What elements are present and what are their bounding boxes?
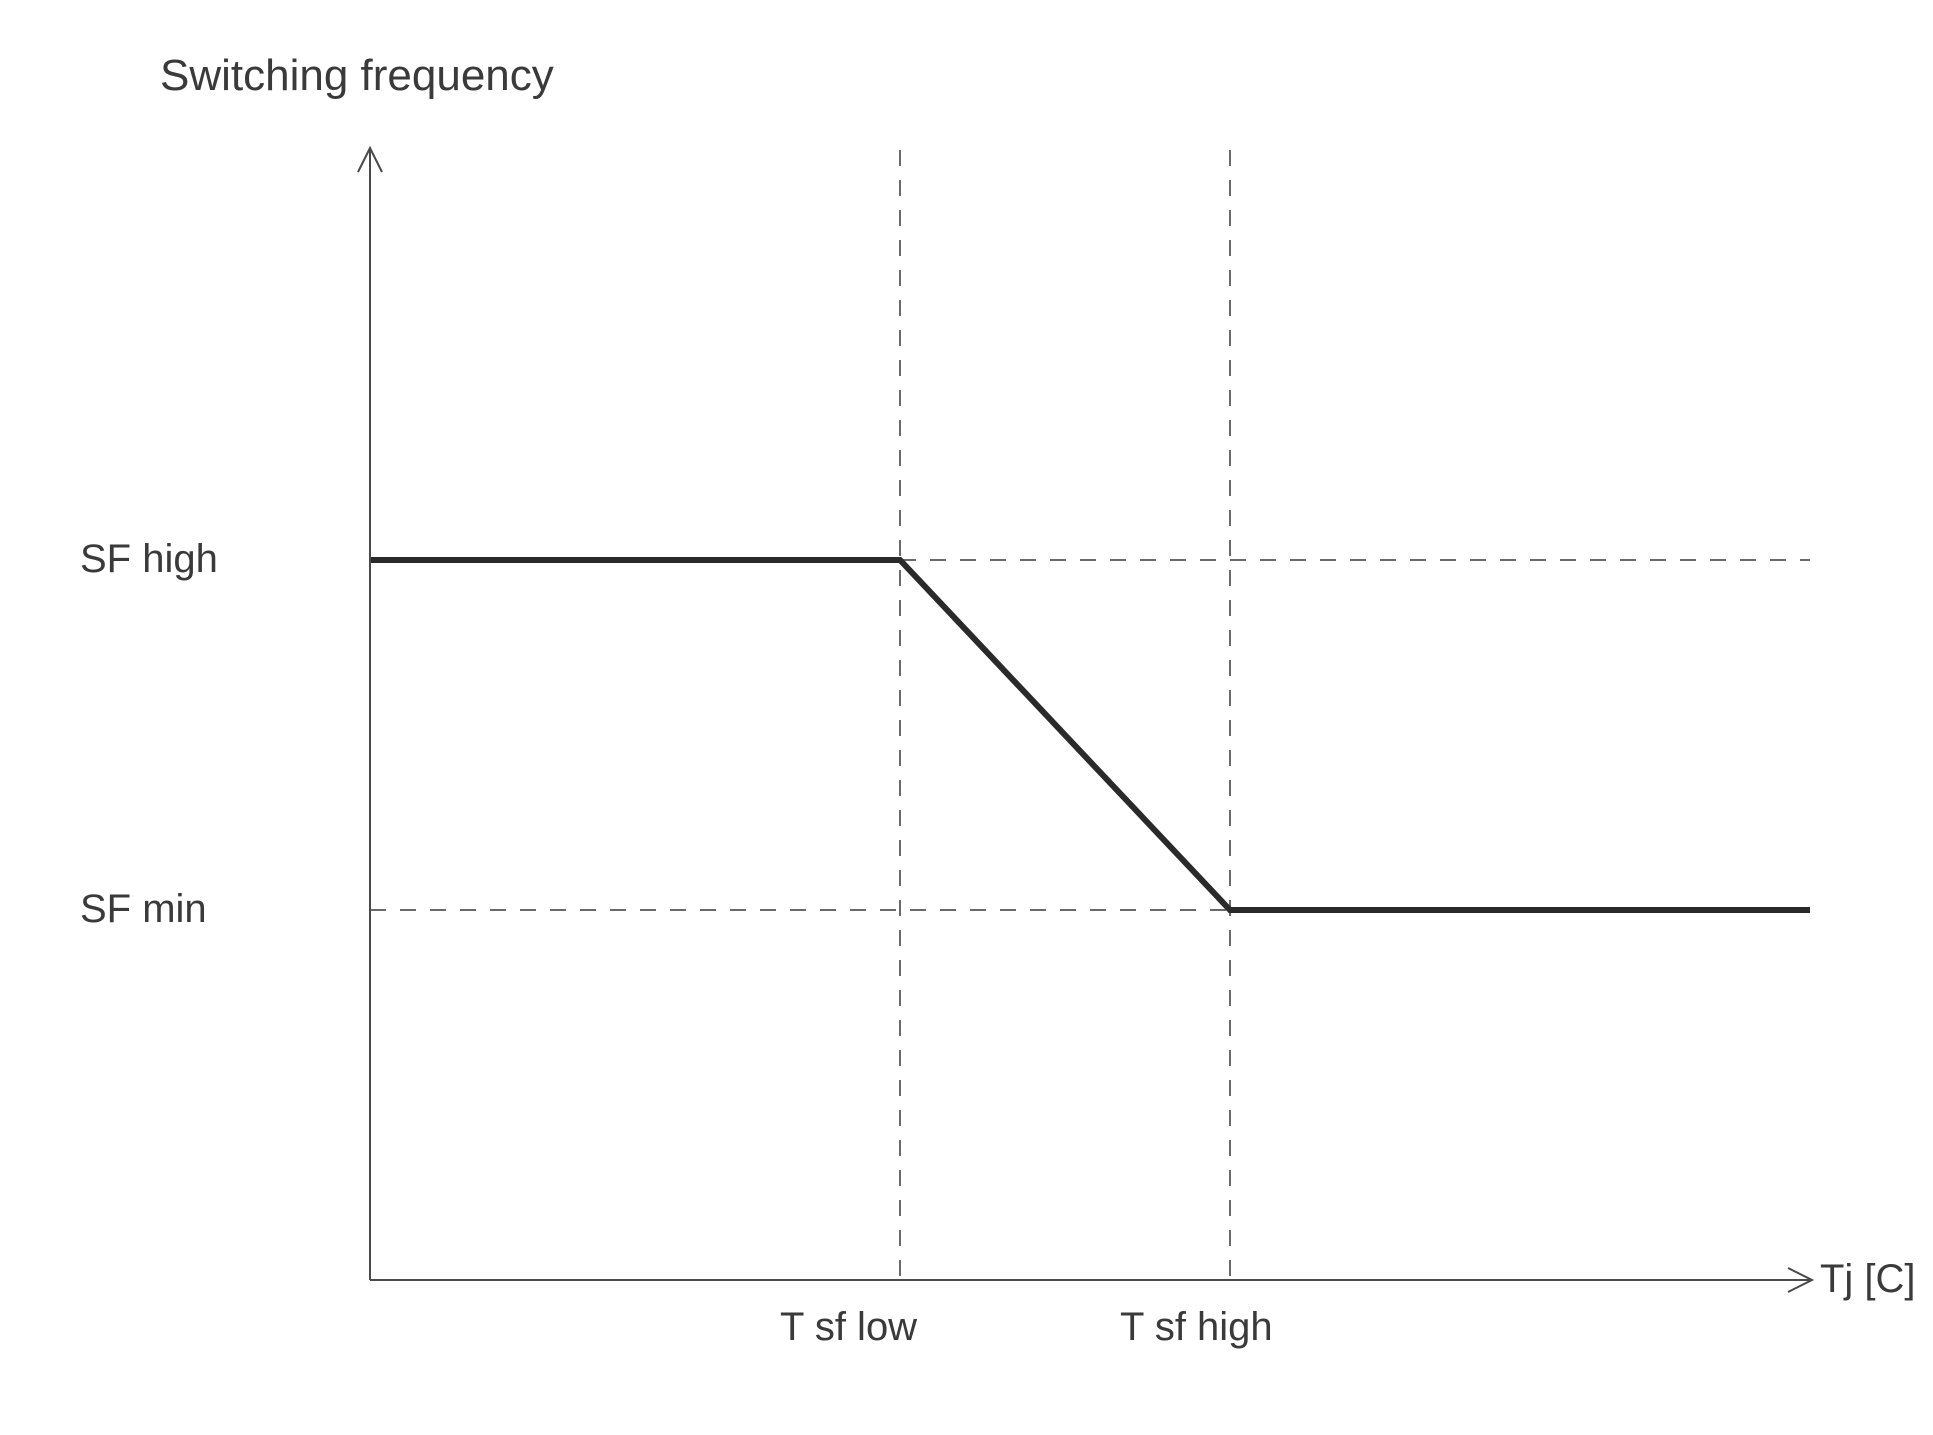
ylabel-sf-min: SF min xyxy=(80,887,207,931)
chart-svg: Switching frequency SF high SF min T sf … xyxy=(0,0,1933,1430)
curve-sf xyxy=(370,560,1810,910)
x-axis-label: Tj [C] xyxy=(1820,1257,1916,1301)
chart-title: Switching frequency xyxy=(160,51,554,100)
chart-container: Switching frequency SF high SF min T sf … xyxy=(0,0,1933,1430)
xlabel-t-sf-low: T sf low xyxy=(780,1305,917,1349)
ylabel-sf-high: SF high xyxy=(80,537,218,581)
xlabel-t-sf-high: T sf high xyxy=(1120,1305,1273,1349)
